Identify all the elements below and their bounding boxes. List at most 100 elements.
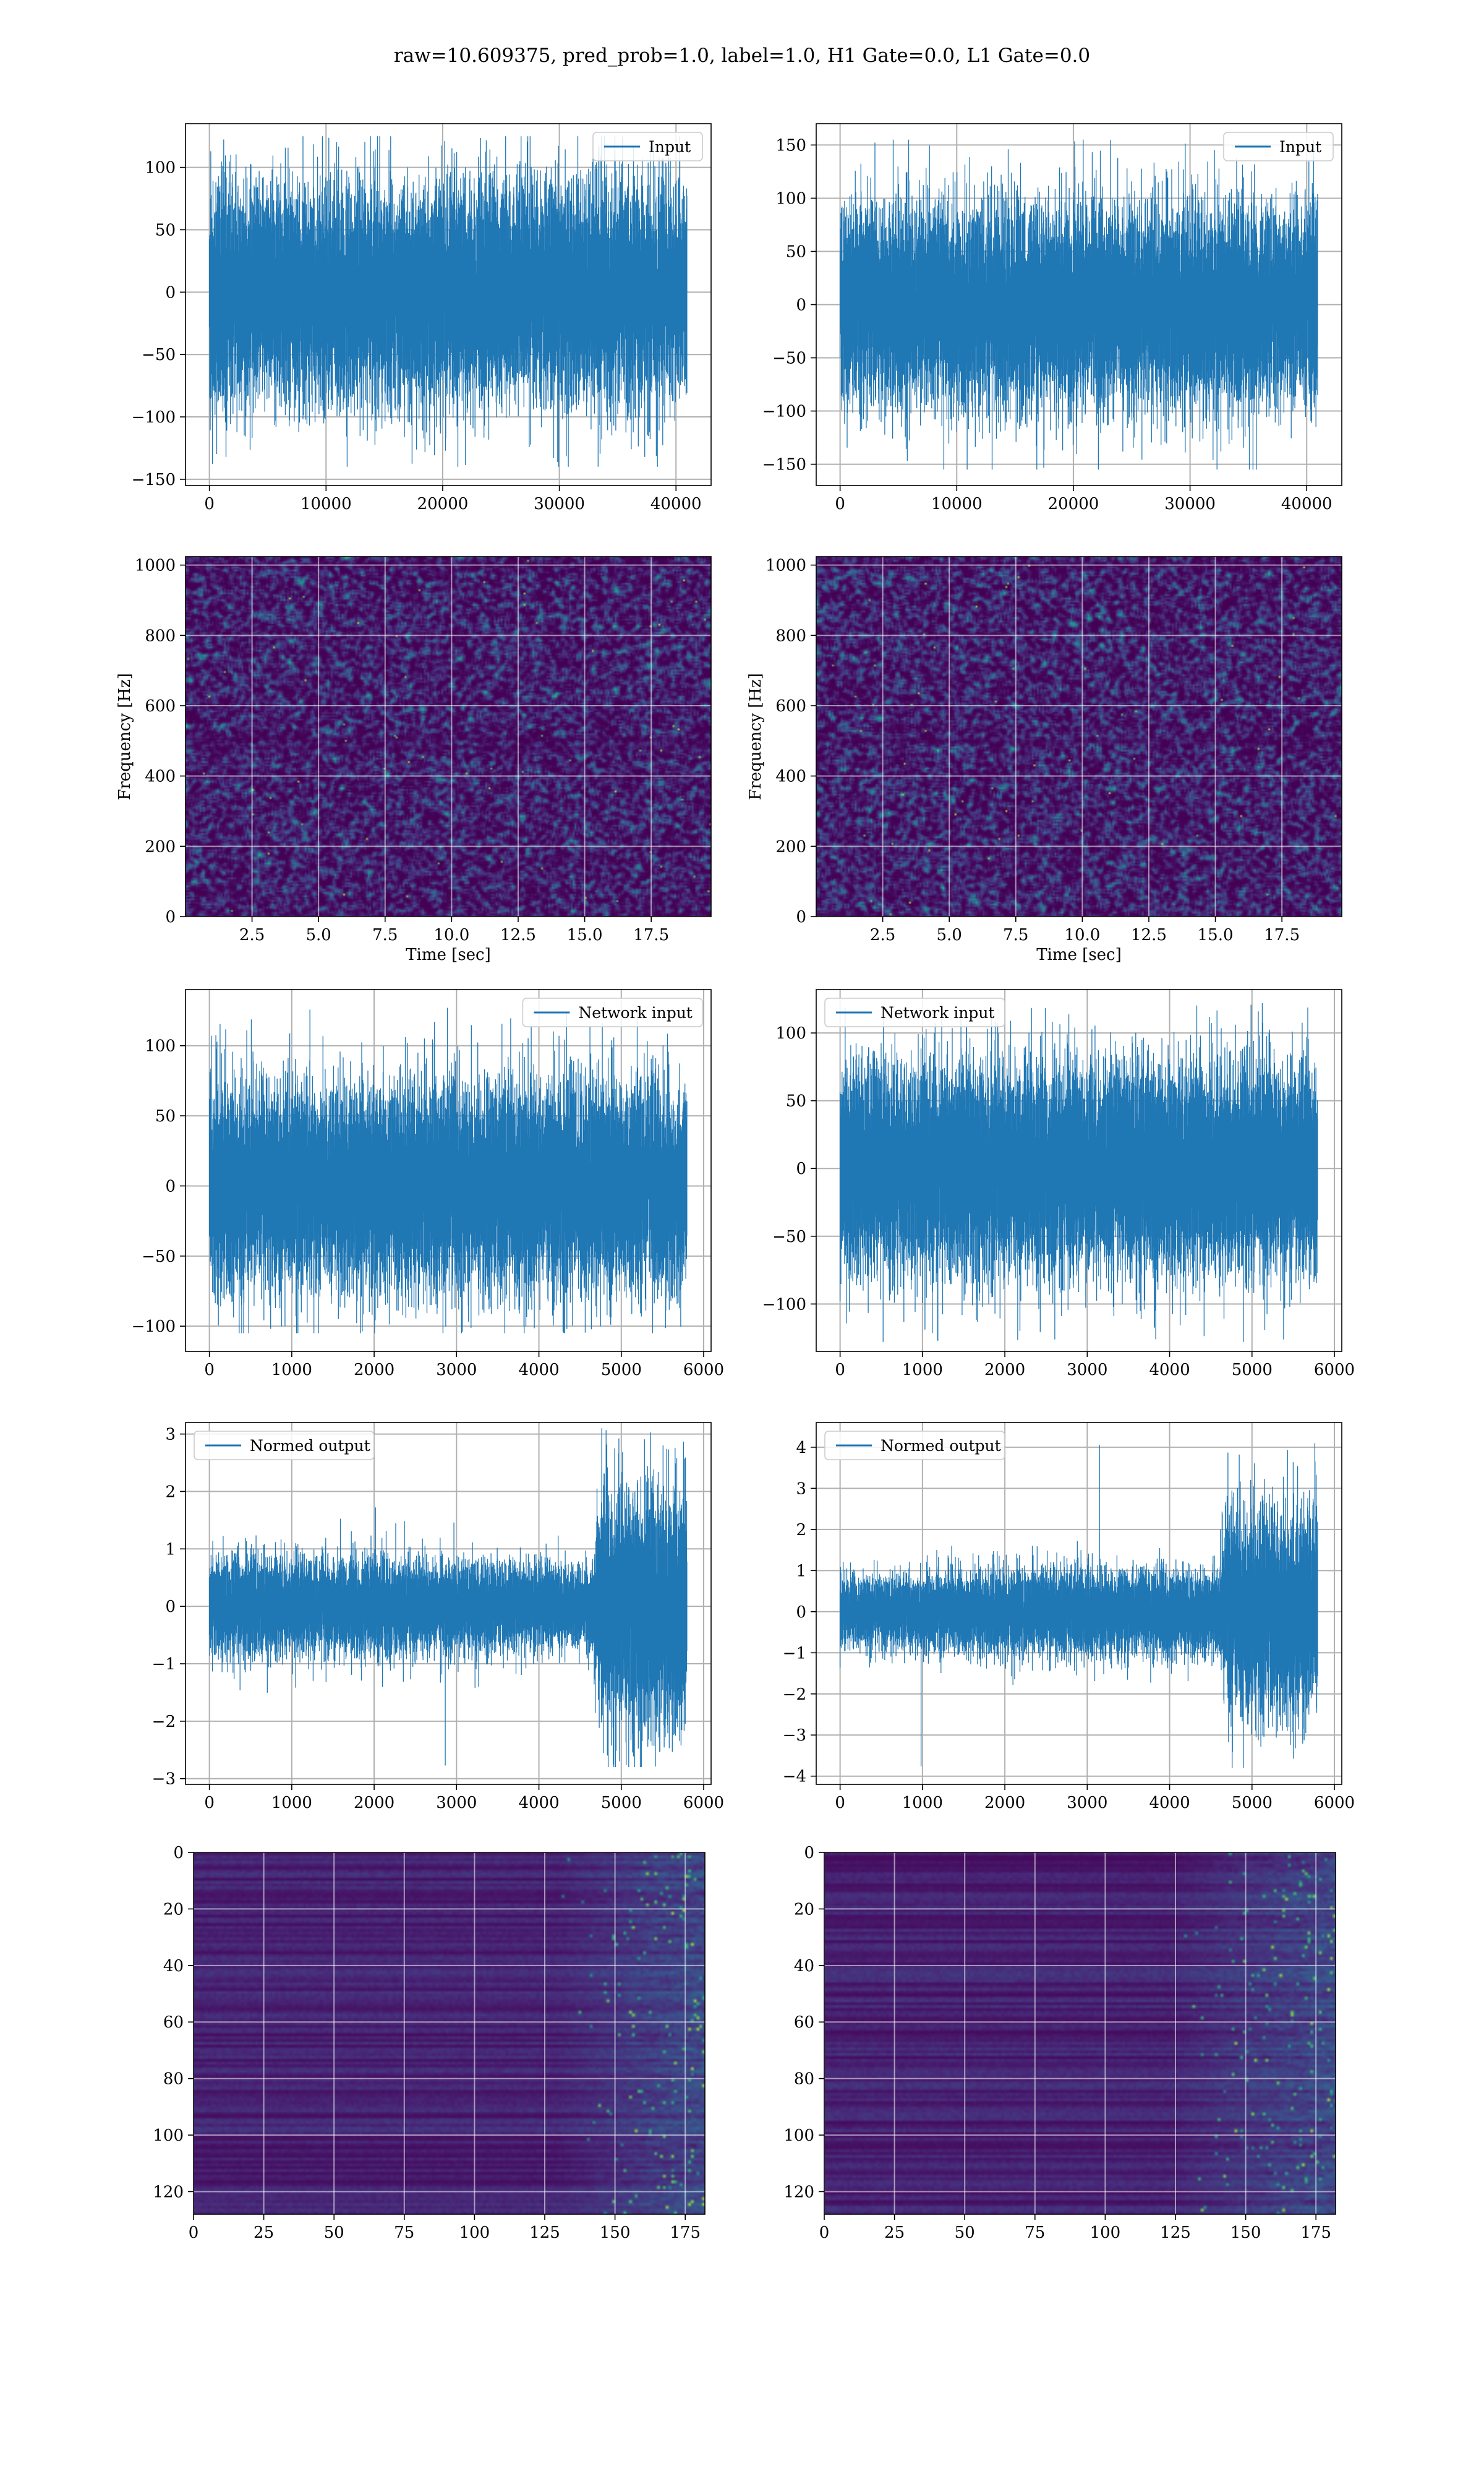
heatmap-image <box>816 557 1342 917</box>
y-tick-label: 100 <box>153 2126 184 2145</box>
y-tick-label: 40 <box>794 1957 814 1975</box>
y-tick-label: 1 <box>165 1540 176 1559</box>
x-tick-label: 40000 <box>1281 495 1333 513</box>
plot-area <box>816 1423 1342 1784</box>
y-tick-label: 100 <box>783 2126 814 2145</box>
heatmap-image <box>194 1852 705 2214</box>
y-tick-label: 60 <box>794 2013 814 2032</box>
y-tick-label: 800 <box>145 627 176 645</box>
legend: Network input <box>824 998 1005 1027</box>
y-tick-label: 0 <box>165 908 176 927</box>
y-tick-label: −100 <box>762 403 806 421</box>
y-tick-label: 0 <box>796 1603 806 1622</box>
x-tick-label: 4000 <box>518 1794 559 1812</box>
x-tick-label: 6000 <box>683 1794 724 1812</box>
subplot-feature-map-left: 0 25 50 75 100 125 150 175 0 20 40 60 80 100 120 <box>153 1844 706 2242</box>
x-tick-label: 40000 <box>650 495 702 513</box>
plot-area <box>816 124 1342 486</box>
x-tick-label: 125 <box>529 2224 560 2242</box>
legend-entry: Normed output <box>250 1437 370 1455</box>
x-tick-label: 150 <box>600 2224 631 2242</box>
x-tick-label: 0 <box>189 2224 199 2242</box>
x-tick-label: 100 <box>1090 2224 1121 2242</box>
x-tick-label: 1000 <box>902 1361 943 1379</box>
x-tick-label: 3000 <box>436 1794 477 1812</box>
x-tick-label: 25 <box>884 2224 905 2242</box>
x-tick-label: 100 <box>459 2224 490 2242</box>
x-tick-label: 1000 <box>271 1361 312 1379</box>
x-tick-label: 0 <box>204 495 215 513</box>
x-tick-label: 20000 <box>1048 495 1099 513</box>
series-line-network-input <box>839 1003 1318 1342</box>
legend-box <box>1223 132 1334 161</box>
y-tick-label: −150 <box>762 456 806 474</box>
x-tick-label: 15.0 <box>567 926 603 944</box>
legend: Normed output <box>824 1431 1005 1460</box>
legend-entry: Network input <box>578 1004 692 1022</box>
x-tick-label: 30000 <box>1164 495 1216 513</box>
legend-entry: Network input <box>881 1004 994 1022</box>
x-tick-label: 175 <box>1300 2224 1331 2242</box>
y-tick-label: 40 <box>163 1957 184 1975</box>
x-tick-label: 3000 <box>1067 1361 1107 1379</box>
subplot-grid: 0 10000 20000 30000 40000−150−100−50050100In… <box>116 123 1355 2242</box>
x-tick-label: 5.0 <box>937 926 962 944</box>
y-tick-label: 1000 <box>765 557 806 575</box>
y-tick-label: 2 <box>796 1521 806 1539</box>
plot-area <box>194 1852 705 2214</box>
x-tick-label: 4000 <box>1149 1794 1190 1812</box>
x-tick-label: 12.5 <box>500 926 536 944</box>
x-tick-label: 10.0 <box>1064 926 1100 944</box>
y-tick-label: 3 <box>165 1426 176 1444</box>
x-tick-label: 5000 <box>601 1361 642 1379</box>
legend-box <box>824 1431 1005 1460</box>
x-tick-label: 4000 <box>518 1361 559 1379</box>
axes-frame <box>185 123 712 486</box>
y-tick-label: −50 <box>142 1248 176 1266</box>
legend-box <box>522 998 703 1027</box>
figure-suptitle: raw=10.609375, pred_prob=1.0, label=1.0,… <box>394 45 1090 67</box>
y-tick-label: 0 <box>165 283 176 302</box>
heatmap-image <box>824 1852 1336 2214</box>
y-tick-label: 120 <box>783 2183 814 2201</box>
legend-entry: Normed output <box>881 1437 1001 1455</box>
legend: Input <box>1223 132 1334 161</box>
axes-frame <box>816 989 1342 1352</box>
legend: Input <box>592 132 703 161</box>
x-tick-label: 2000 <box>354 1361 394 1379</box>
y-tick-label: 200 <box>145 837 176 856</box>
y-tick-label: −1 <box>783 1644 806 1663</box>
x-tick-label: 6000 <box>683 1361 724 1379</box>
y-tick-label: −100 <box>132 408 176 427</box>
plot-area <box>816 557 1342 917</box>
heatmap-image <box>186 557 711 917</box>
series-line-normed-output <box>208 1428 688 1768</box>
axes-frame <box>185 556 712 917</box>
subplot-spectrogram-right: 2.5 5.0 7.5 10.0 12.5 15.0 17.5 0 200 400 600 800 10… <box>746 556 1342 964</box>
x-tick-label: 2.5 <box>870 926 895 944</box>
x-tick-label: 10000 <box>931 495 983 513</box>
x-tick-label: 2.5 <box>239 926 265 944</box>
y-tick-label: −4 <box>783 1768 806 1786</box>
legend-entry: Input <box>1279 138 1321 156</box>
x-tick-label: 125 <box>1160 2224 1191 2242</box>
legend-box <box>824 998 1005 1027</box>
x-tick-label: 175 <box>670 2224 701 2242</box>
y-tick-label: −2 <box>152 1713 176 1731</box>
legend: Network input <box>522 998 703 1027</box>
x-tick-label: 15.0 <box>1198 926 1234 944</box>
x-tick-label: 6000 <box>1314 1361 1355 1379</box>
subplot-normed-output-left: 0 1000 2000 3000 4000 5000 6000 −3 −2 −1 0 1 2 3 Norme… <box>152 1422 724 1812</box>
plot-area <box>186 1423 711 1784</box>
axes-frame <box>816 1422 1342 1785</box>
y-tick-label: 50 <box>155 1107 176 1126</box>
y-tick-label: 150 <box>775 136 806 155</box>
y-tick-label: 4 <box>796 1439 806 1457</box>
x-tick-label: 2000 <box>354 1794 394 1812</box>
y-tick-label: 1 <box>796 1562 806 1580</box>
y-tick-label: 400 <box>145 768 176 786</box>
y-tick-label: −50 <box>772 1228 806 1246</box>
y-tick-label: 20 <box>794 1900 814 1919</box>
x-tick-label: 75 <box>394 2224 414 2242</box>
subplot-input-right: 0 10000 20000 30000 40000 −150 −100 −50 0 50 100 15… <box>762 123 1342 513</box>
